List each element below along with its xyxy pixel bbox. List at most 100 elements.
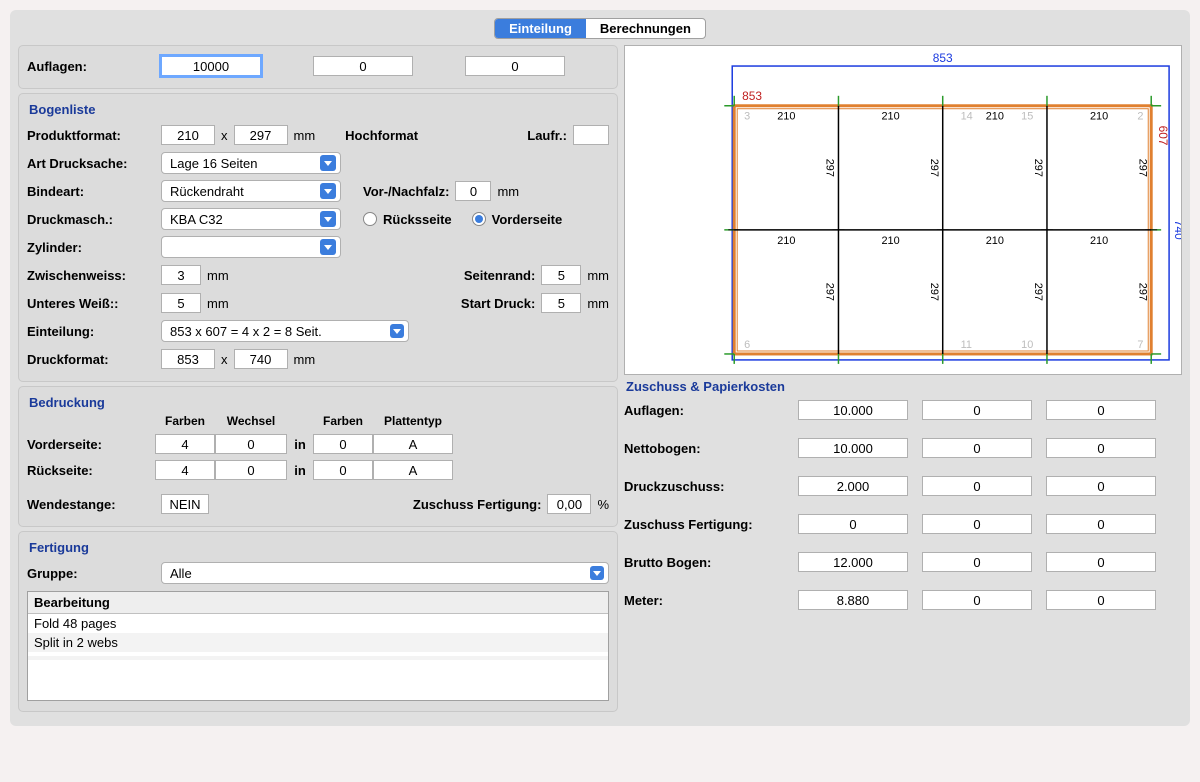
art-select-value: Lage 16 Seiten <box>170 156 314 171</box>
vorderseite-radio[interactable] <box>472 212 486 226</box>
auflagen-input-2[interactable] <box>313 56 413 76</box>
cost-label: Druckzuschuss: <box>624 479 784 494</box>
bindeart-select[interactable]: Rückendraht <box>161 180 341 202</box>
druckmasch-select[interactable]: KBA C32 <box>161 208 341 230</box>
svg-text:740: 740 <box>1172 220 1181 240</box>
svg-text:297: 297 <box>928 283 940 301</box>
auflagen-panel: Auflagen: <box>18 45 618 89</box>
druckformat-h[interactable] <box>234 349 288 369</box>
svg-text:14: 14 <box>961 111 973 123</box>
cost-label: Nettobogen: <box>624 441 784 456</box>
zylinder-select[interactable] <box>161 236 341 258</box>
startdruck-label: Start Druck: <box>445 296 535 311</box>
bedruckung-panel: Bedruckung Farben Wechsel Farben Platten… <box>18 386 618 527</box>
cost-v1[interactable] <box>798 438 908 458</box>
art-select[interactable]: Lage 16 Seiten <box>161 152 341 174</box>
auflagen-label: Auflagen: <box>27 59 155 74</box>
gruppe-select[interactable]: Alle <box>161 562 609 584</box>
zwischenweiss-label: Zwischenweiss: <box>27 268 155 283</box>
chevron-down-icon <box>320 155 336 171</box>
cost-v1[interactable] <box>798 476 908 496</box>
cost-v3[interactable] <box>1046 438 1156 458</box>
chevron-down-icon <box>320 211 336 227</box>
cost-v1[interactable] <box>798 514 908 534</box>
cost-row: Druckzuschuss: <box>624 476 1182 496</box>
cost-v3[interactable] <box>1046 476 1156 496</box>
produktformat-h[interactable] <box>234 125 288 145</box>
cost-v2[interactable] <box>922 476 1032 496</box>
druckformat-w[interactable] <box>161 349 215 369</box>
svg-text:11: 11 <box>961 339 972 351</box>
vs-farben2[interactable] <box>313 434 373 454</box>
rs-farben2[interactable] <box>313 460 373 480</box>
auflagen-input-3[interactable] <box>465 56 565 76</box>
svg-text:853: 853 <box>933 51 953 65</box>
druckmasch-label: Druckmasch.: <box>27 212 155 227</box>
vornachfalz-input[interactable] <box>455 181 491 201</box>
cost-v3[interactable] <box>1046 590 1156 610</box>
svg-text:210: 210 <box>986 111 1004 123</box>
tab-einteilung[interactable]: Einteilung <box>495 19 586 38</box>
rs-farben[interactable] <box>155 460 215 480</box>
fertigung-title: Fertigung <box>29 540 609 555</box>
svg-text:853: 853 <box>742 89 762 103</box>
svg-text:210: 210 <box>881 111 899 123</box>
cost-v3[interactable] <box>1046 552 1156 572</box>
cost-label: Brutto Bogen: <box>624 555 784 570</box>
mm-label-4: mm <box>587 268 609 283</box>
cost-v3[interactable] <box>1046 514 1156 534</box>
unteresweiss-input[interactable] <box>161 293 201 313</box>
vs-pt[interactable] <box>373 434 453 454</box>
cost-v2[interactable] <box>922 552 1032 572</box>
zuschuss-fert-input[interactable] <box>547 494 591 514</box>
zwischenweiss-input[interactable] <box>161 265 201 285</box>
in-label-1: in <box>287 437 313 452</box>
cost-v3[interactable] <box>1046 400 1156 420</box>
farben-hdr-2: Farben <box>313 414 373 428</box>
cost-v1[interactable] <box>798 590 908 610</box>
svg-text:7: 7 <box>1137 339 1143 351</box>
seitenrand-label: Seitenrand: <box>445 268 535 283</box>
rs-wechsel[interactable] <box>215 460 287 480</box>
startdruck-input[interactable] <box>541 293 581 313</box>
vs-farben[interactable] <box>155 434 215 454</box>
plattentyp-hdr: Plattentyp <box>373 414 453 428</box>
produktformat-w[interactable] <box>161 125 215 145</box>
tab-berechnungen[interactable]: Berechnungen <box>586 19 705 38</box>
list-item[interactable]: Fold 48 pages <box>28 614 608 633</box>
svg-text:297: 297 <box>824 283 836 301</box>
svg-text:297: 297 <box>1032 159 1044 177</box>
svg-text:2: 2 <box>1137 111 1143 123</box>
svg-text:210: 210 <box>777 235 795 247</box>
chevron-down-icon <box>320 183 336 199</box>
cost-v2[interactable] <box>922 438 1032 458</box>
bindeart-select-value: Rückendraht <box>170 184 314 199</box>
cost-v2[interactable] <box>922 514 1032 534</box>
auflagen-input-1[interactable] <box>161 56 261 76</box>
einteilung-select[interactable]: 853 x 607 = 4 x 2 = 8 Seit. <box>161 320 409 342</box>
druckformat-label: Druckformat: <box>27 352 155 367</box>
rs-pt[interactable] <box>373 460 453 480</box>
cost-v2[interactable] <box>922 400 1032 420</box>
ruckseite-radio[interactable] <box>363 212 377 226</box>
laufr-input[interactable] <box>573 125 609 145</box>
cost-v1[interactable] <box>798 552 908 572</box>
cost-v2[interactable] <box>922 590 1032 610</box>
cost-row: Brutto Bogen: <box>624 552 1182 572</box>
svg-text:297: 297 <box>928 159 940 177</box>
einteilung-label: Einteilung: <box>27 324 155 339</box>
bearbeitung-list[interactable]: Bearbeitung Fold 48 pages Split in 2 web… <box>27 591 609 701</box>
imposition-diagram: 8537408536072102102972972102102972972102… <box>624 45 1182 375</box>
seitenrand-input[interactable] <box>541 265 581 285</box>
svg-text:297: 297 <box>824 159 836 177</box>
zuschuss-fert-label: Zuschuss Fertigung: <box>413 497 542 512</box>
cost-row: Zuschuss Fertigung: <box>624 514 1182 534</box>
tab-bar: Einteilung Berechnungen <box>18 18 1182 39</box>
wendestange-input[interactable] <box>161 494 209 514</box>
list-item[interactable]: Split in 2 webs <box>28 633 608 652</box>
mm-label-7: mm <box>294 352 316 367</box>
laufr-label: Laufr.: <box>527 128 567 143</box>
cost-row: Auflagen: <box>624 400 1182 420</box>
cost-v1[interactable] <box>798 400 908 420</box>
vs-wechsel[interactable] <box>215 434 287 454</box>
